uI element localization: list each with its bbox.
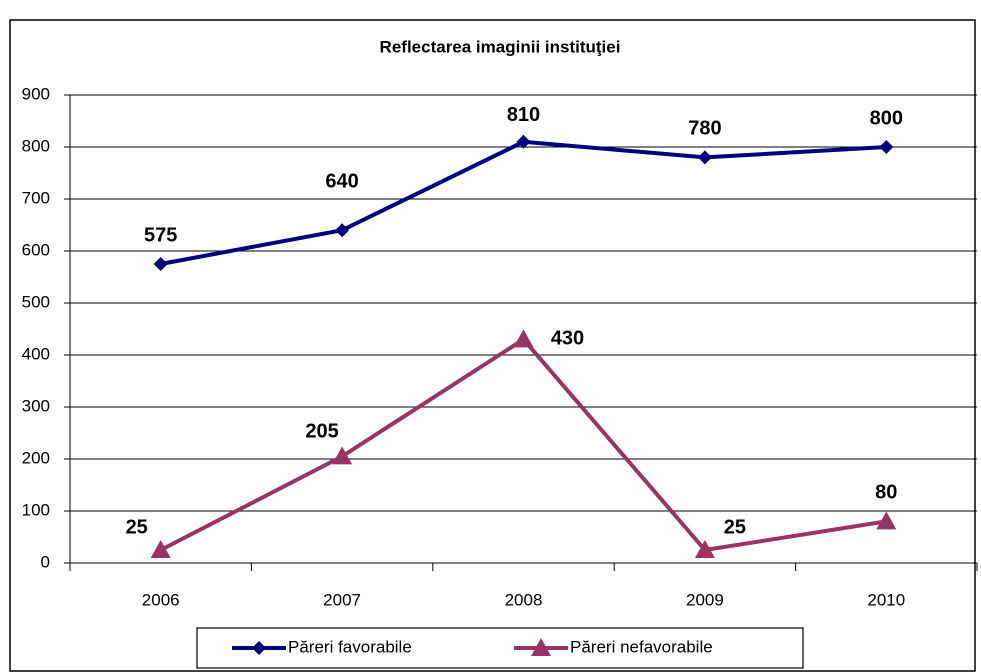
x-tick-label: 2010 <box>867 590 905 609</box>
y-tick-label: 900 <box>22 84 50 103</box>
x-tick-label: 2006 <box>142 590 180 609</box>
point <box>153 257 168 271</box>
data-label: 430 <box>551 328 584 350</box>
chart-frame <box>9 19 976 672</box>
data-label: 25 <box>126 516 148 538</box>
y-tick-label: 200 <box>22 448 50 467</box>
y-tick-label: 600 <box>22 240 50 259</box>
data-label: 780 <box>688 118 721 140</box>
data-label: 575 <box>144 224 177 246</box>
point <box>516 134 531 149</box>
data-label: 810 <box>507 104 540 126</box>
point <box>252 641 266 655</box>
legend-label: Păreri favorabile <box>288 637 412 656</box>
x-tick-label: 2008 <box>505 590 543 609</box>
point <box>513 329 534 348</box>
data-label: 640 <box>325 170 358 192</box>
point <box>694 540 715 558</box>
point <box>335 223 350 238</box>
y-tick-label: 700 <box>22 188 50 207</box>
y-tick-label: 800 <box>22 136 50 155</box>
legend-label: Păreri nefavorabile <box>570 637 713 656</box>
legend <box>196 627 804 669</box>
y-tick-label: 100 <box>22 500 50 519</box>
x-tick-label: 2007 <box>323 590 361 609</box>
data-label: 80 <box>875 482 897 504</box>
data-label: 205 <box>305 421 338 443</box>
data-label: 800 <box>870 107 903 129</box>
y-tick-label: 400 <box>22 344 50 363</box>
y-tick-label: 0 <box>41 552 50 571</box>
point <box>876 511 897 530</box>
data-label: 25 <box>724 516 746 538</box>
point <box>332 446 353 465</box>
x-tick-label: 2009 <box>686 590 724 609</box>
point <box>697 150 712 165</box>
y-tick-label: 300 <box>22 396 50 415</box>
chart-title: Reflectarea imaginii instituţiei <box>380 37 621 56</box>
point <box>531 638 551 656</box>
point <box>879 140 894 154</box>
point <box>150 540 171 558</box>
y-tick-label: 500 <box>22 292 50 311</box>
